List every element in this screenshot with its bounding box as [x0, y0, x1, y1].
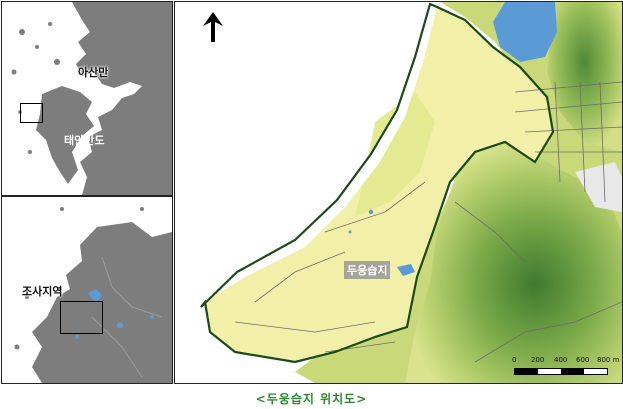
inset-map-study-area: 조사지역 [1, 196, 173, 384]
north-arrow-icon [203, 12, 223, 42]
main-map [174, 1, 623, 384]
scale-bar-segments [514, 368, 608, 375]
scale-tick: 800 m [597, 356, 620, 364]
inset-map-region: 아산만 태안반도 [1, 1, 173, 196]
inset-map-region-graphic [2, 2, 172, 195]
locator-box-top [20, 103, 43, 123]
figure-caption: <두웅습지 위치도> [255, 392, 368, 406]
scale-tick: 400 [554, 356, 568, 364]
main-map-graphic [175, 2, 622, 383]
wetland-label: 두웅습지 [344, 261, 391, 279]
label-study-area: 조사지역 [22, 285, 63, 298]
locator-box-bottom [60, 301, 103, 334]
label-taean-peninsula: 태안반도 [64, 134, 105, 147]
figure-frame: 아산만 태안반도 조사지역 [1, 1, 623, 384]
scale-tick: 600 [576, 356, 590, 364]
label-asan-bay: 아산만 [78, 66, 109, 79]
scale-tick: 200 [531, 356, 545, 364]
scale-tick: 0 [512, 356, 517, 364]
scale-bar: 0 200 400 600 800 m [512, 356, 620, 378]
